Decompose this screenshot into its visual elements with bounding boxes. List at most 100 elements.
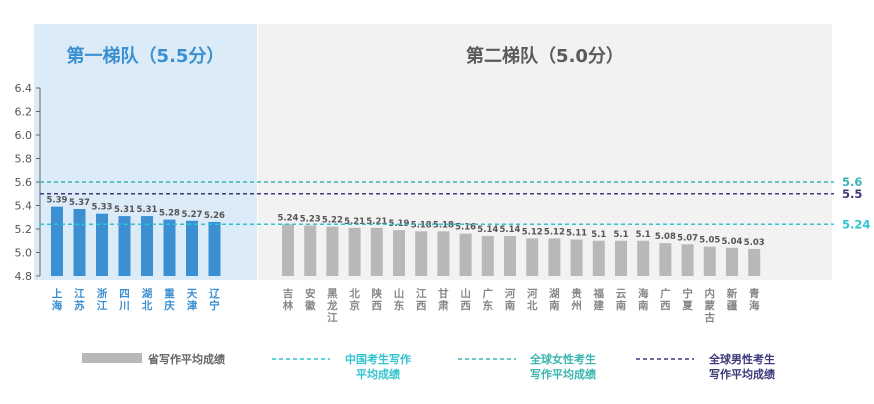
x-tick-label: 辽宁 — [209, 288, 220, 312]
x-tick-label: 浙江 — [97, 287, 108, 312]
x-tick-label: 吉林 — [283, 287, 294, 312]
x-tick-label: 湖南 — [549, 287, 560, 312]
y-tick-label: 5.4 — [15, 200, 33, 213]
data-label: 5.08 — [655, 232, 676, 242]
bar — [51, 206, 63, 276]
x-tick-label: 北京 — [349, 287, 360, 312]
data-label: 5.1 — [591, 230, 606, 240]
data-label: 5.04 — [722, 237, 743, 247]
bar — [681, 244, 694, 276]
data-label: 5.12 — [544, 227, 565, 237]
tier1-title: 第一梯队（5.5分） — [67, 45, 225, 67]
y-tick-label: 5.0 — [15, 247, 33, 260]
y-tick-label: 5.2 — [15, 223, 33, 236]
x-tick-label: 青海 — [749, 287, 760, 312]
x-tick-label: 甘肃 — [438, 287, 449, 312]
bar — [96, 213, 108, 276]
x-tick-label: 宁夏 — [681, 287, 693, 312]
y-tick-label: 5.8 — [15, 153, 33, 166]
data-label: 5.27 — [182, 210, 203, 220]
data-label: 5.21 — [344, 217, 365, 227]
bar — [570, 239, 583, 276]
x-tick-label: 重庆 — [163, 287, 175, 312]
bar — [163, 219, 176, 276]
bar — [304, 225, 317, 276]
y-tick-label: 6.0 — [15, 129, 33, 142]
x-tick-label: 上海 — [52, 287, 63, 312]
y-tick-label: 5.6 — [15, 176, 33, 189]
bar — [141, 216, 153, 276]
x-tick-label: 云南 — [616, 288, 627, 312]
data-label: 5.37 — [69, 198, 90, 208]
bar — [326, 226, 339, 276]
data-label: 5.1 — [636, 230, 651, 240]
x-tick-label: 安徽 — [304, 287, 316, 312]
bar — [548, 238, 561, 276]
legend-label: 省写作平均成绩 — [147, 352, 225, 366]
legend-swatch — [82, 353, 142, 363]
bar — [526, 238, 539, 276]
bar — [73, 209, 86, 276]
reference-label: 5.5 — [842, 187, 862, 201]
data-label: 5.22 — [322, 216, 343, 226]
y-tick-label: 6.2 — [15, 106, 33, 119]
data-label: 5.05 — [699, 236, 720, 246]
x-tick-label: 陕西 — [372, 287, 383, 312]
bar — [186, 220, 198, 276]
x-tick-label: 海南 — [638, 287, 649, 312]
x-tick-label: 山西 — [460, 287, 471, 312]
x-tick-label: 江西 — [416, 287, 427, 312]
bar — [393, 230, 405, 276]
bar — [748, 248, 761, 276]
reference-label: 5.6 — [842, 175, 862, 189]
bar — [415, 231, 428, 276]
data-label: 5.39 — [47, 196, 68, 206]
data-label: 5.07 — [677, 233, 698, 243]
data-label: 5.24 — [278, 213, 299, 223]
bar — [592, 240, 605, 276]
x-tick-label: 天津 — [187, 288, 198, 312]
bar — [703, 246, 716, 276]
x-tick-label: 广西 — [660, 287, 671, 312]
bar — [118, 216, 131, 276]
y-tick-label: 4.8 — [15, 270, 33, 283]
data-label: 5.1 — [613, 230, 628, 240]
x-tick-label: 内蒙古 — [705, 287, 716, 324]
bar — [370, 227, 383, 276]
data-label: 5.18 — [433, 220, 454, 230]
x-tick-label: 黑龙江 — [326, 288, 338, 324]
data-label: 5.31 — [114, 205, 135, 215]
bar — [615, 240, 627, 276]
data-label: 5.21 — [366, 217, 387, 227]
data-label: 5.11 — [566, 229, 587, 239]
bar — [208, 221, 221, 276]
x-tick-label: 福建 — [593, 287, 605, 312]
reference-label: 5.24 — [842, 217, 870, 231]
data-label: 5.16 — [455, 223, 476, 233]
bar — [437, 231, 450, 276]
legend-label: 全球女性考生写作平均成绩 — [529, 352, 596, 381]
x-tick-label: 广东 — [483, 287, 494, 312]
data-label: 5.12 — [522, 227, 543, 237]
data-label: 5.18 — [411, 220, 432, 230]
data-label: 5.26 — [204, 211, 225, 221]
x-tick-label: 新疆 — [727, 287, 738, 312]
data-label: 5.31 — [137, 205, 158, 215]
data-label: 5.33 — [92, 203, 113, 213]
bar — [504, 236, 516, 276]
y-tick-label: 6.4 — [15, 82, 33, 95]
x-tick-label: 河北 — [527, 288, 538, 312]
bar — [637, 240, 650, 276]
x-tick-label: 四川 — [118, 288, 130, 312]
data-label: 5.23 — [300, 214, 321, 224]
data-label: 5.14 — [500, 225, 521, 235]
bar — [282, 224, 294, 276]
legend-label: 中国考生写作平均成绩 — [345, 352, 411, 381]
x-tick-label: 贵州 — [570, 287, 582, 312]
bar — [726, 247, 738, 276]
bar — [481, 236, 494, 276]
bar — [659, 243, 672, 276]
tier2-title: 第二梯队（5.0分） — [466, 45, 624, 67]
x-tick-label: 河南 — [505, 288, 516, 312]
